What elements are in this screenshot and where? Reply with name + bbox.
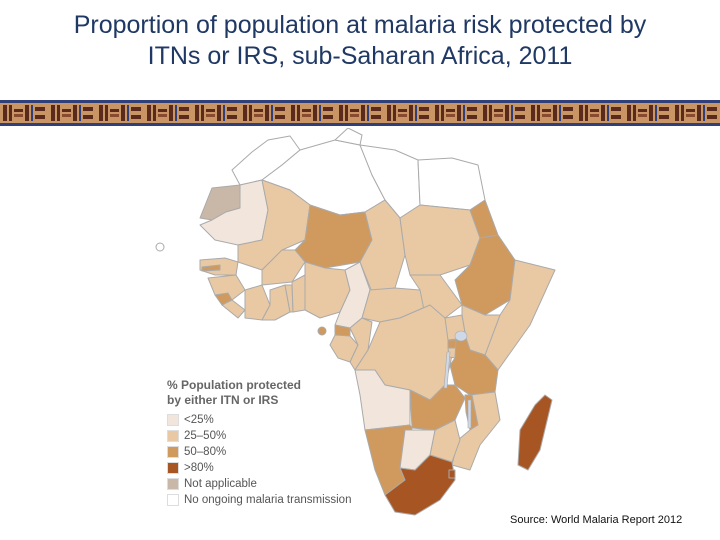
legend-swatch bbox=[167, 414, 179, 426]
legend-label: Not applicable bbox=[184, 478, 257, 490]
legend-item-not-applicable: Not applicable bbox=[167, 476, 387, 492]
country-madagascar bbox=[517, 394, 553, 471]
country-sao-tome bbox=[317, 326, 327, 336]
legend-title: % Population protected by either ITN or … bbox=[167, 378, 387, 408]
legend-item-lt25: <25% bbox=[167, 412, 387, 428]
country-swaziland bbox=[448, 469, 456, 479]
legend-label: 25–50% bbox=[184, 430, 227, 442]
country-angola bbox=[354, 369, 411, 431]
africa-map bbox=[155, 128, 556, 516]
legend-swatch bbox=[167, 494, 179, 506]
legend-swatch bbox=[167, 446, 179, 458]
legend-title-line-1: % Population protected bbox=[167, 378, 302, 392]
legend-item-25-50: 25–50% bbox=[167, 428, 387, 444]
legend-label: <25% bbox=[184, 414, 214, 426]
source-note: Source: World Malaria Report 2012 bbox=[510, 514, 683, 526]
legend-label: No ongoing malaria transmission bbox=[184, 494, 352, 506]
map-legend: % Population protected by either ITN or … bbox=[167, 378, 387, 508]
legend-swatch bbox=[167, 462, 179, 474]
country-cape-verde bbox=[155, 242, 165, 252]
legend-item-gt80: >80% bbox=[167, 460, 387, 476]
legend-label: >80% bbox=[184, 462, 214, 474]
legend-swatch bbox=[167, 430, 179, 442]
title-line-2: ITNs or IRS, sub-Saharan Africa, 2011 bbox=[147, 42, 573, 70]
country-rwanda bbox=[447, 339, 457, 349]
country-egypt bbox=[417, 157, 486, 211]
country-benin bbox=[291, 274, 306, 313]
lake-tanganyika bbox=[443, 351, 451, 389]
legend-label: 50–80% bbox=[184, 446, 227, 458]
title-line-1: Proportion of population at malaria risk… bbox=[73, 11, 647, 39]
country-gambia bbox=[201, 264, 221, 272]
legend-swatch bbox=[167, 478, 179, 490]
country-tunisia bbox=[334, 128, 363, 146]
legend-item-no-transmission: No ongoing malaria transmission bbox=[167, 492, 387, 508]
legend-item-50-80: 50–80% bbox=[167, 444, 387, 460]
country-sudan bbox=[399, 204, 481, 276]
slide-title: Proportion of population at malaria risk… bbox=[0, 10, 720, 72]
decorative-band bbox=[0, 100, 720, 126]
country-niger bbox=[294, 204, 373, 269]
lake-victoria bbox=[454, 330, 468, 342]
legend-title-line-2: by either ITN or IRS bbox=[167, 393, 279, 407]
country-south-africa bbox=[384, 454, 456, 516]
country-guinea bbox=[207, 274, 246, 301]
lake-malawi bbox=[467, 399, 472, 429]
